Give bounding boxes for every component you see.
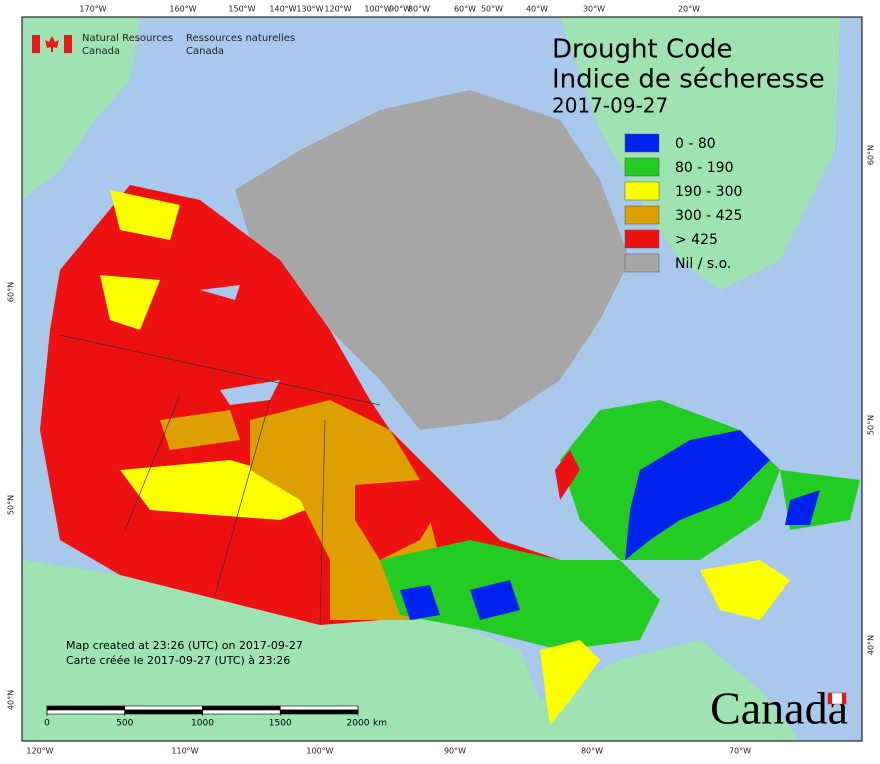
graticule-label: 40°N (7, 690, 16, 710)
graticule-label: 70°W (729, 747, 751, 756)
org-text: Natural Resources (82, 33, 173, 44)
drought-yellow-east (540, 560, 790, 725)
scale-segment (124, 709, 203, 715)
scale-segment (124, 705, 203, 711)
boundary-line (124, 394, 326, 626)
org-text: Canada (82, 46, 120, 57)
org-text: Canada (186, 46, 224, 57)
scale-label: 1000 (191, 719, 214, 729)
legend: 0 - 80 80 - 190 190 - 300 300 - 425 > 425 Nil… (624, 133, 742, 273)
scale-bar: 0 500 1000 1500 2000 km (44, 705, 387, 729)
scale-label: 500 (116, 719, 133, 729)
date: 2017-09-27 (552, 94, 668, 118)
credit: Map created at 23:26 (UTC) on 2017-09-27 (66, 639, 303, 652)
graticule-label: 110°W (171, 747, 198, 756)
credit: Carte créée le 2017-09-27 (UTC) à 23:26 (66, 654, 290, 667)
wordmark-flag (842, 693, 846, 704)
greenland (560, 17, 840, 290)
drought-blue (400, 430, 820, 620)
graticule-label: 100°W (364, 5, 391, 14)
graticule-label: 40°N (867, 635, 876, 655)
boundary-line (59, 334, 381, 406)
scale-label: 1500 (269, 719, 292, 729)
legend-label: 190 - 300 (675, 184, 742, 200)
scale-segment (46, 709, 126, 715)
scale-segment (279, 705, 359, 711)
drought-orange (160, 400, 440, 620)
graticule-label: 60°W (454, 5, 476, 14)
maple-leaf (45, 36, 59, 52)
graticule-label: 60°N (7, 282, 16, 302)
graticule-label: 90°W (389, 5, 411, 14)
scale-segment (46, 705, 126, 711)
header: Natural Resources Canada Ressources natu… (32, 33, 295, 57)
graticule-label: 60°N (867, 145, 876, 165)
graticule-label: 170°W (79, 5, 106, 14)
scale-label: 2000 (347, 719, 370, 729)
graticule-label: 90°W (444, 747, 466, 756)
title: Drought Code (552, 35, 733, 65)
map-border (21, 16, 863, 742)
graticule-label: 50°N (867, 415, 876, 435)
legend-label: 0 - 80 (675, 136, 716, 152)
graticule-label: 130°W (296, 5, 323, 14)
legend-swatch (624, 205, 660, 225)
boundaries (59, 334, 381, 626)
graticule-label: 140°W (269, 5, 296, 14)
title: Indice de sécheresse (552, 65, 825, 95)
drought-red-east (355, 450, 580, 560)
lakes (200, 285, 280, 405)
scale-segment (202, 709, 281, 715)
graticule-label: 20°W (678, 5, 700, 14)
graticule-label: 50°N (7, 495, 16, 515)
graticule-label: 30°W (583, 5, 605, 14)
scale-label: 0 (44, 719, 50, 729)
graticule-label: 100°W (306, 747, 333, 756)
graticule-labels: 170°W 160°W 150°W 140°W 130°W 120°W 100°W90°W8… (7, 5, 876, 756)
graticule-label: 40°W (526, 5, 548, 14)
flag-bar (32, 35, 40, 53)
legend-swatch (624, 157, 660, 177)
alaska-land (22, 17, 140, 200)
usa-land (22, 560, 800, 741)
flag-bar (64, 35, 72, 53)
graticule-label: 80°W (408, 5, 430, 14)
legend-label: 80 - 190 (675, 160, 734, 176)
legend-label: > 425 (675, 232, 718, 248)
map-area (22, 17, 862, 741)
arctic-nil (235, 90, 630, 430)
legend-label: Nil / s.o. (675, 256, 731, 272)
org-text: Ressources naturelles (186, 33, 295, 44)
scale-unit: km (373, 719, 387, 729)
graticule-label: 80°W (581, 747, 603, 756)
wordmark-flag (828, 693, 832, 704)
legend-label: 300 - 425 (675, 208, 742, 224)
legend-swatch (624, 253, 660, 273)
wordmark: Canada (710, 683, 848, 734)
scale-segment (279, 709, 359, 715)
legend-swatch (624, 181, 660, 201)
graticule-label: 120°W (26, 747, 53, 756)
graticule-label: 160°W (169, 5, 196, 14)
legend-swatch (624, 133, 660, 153)
graticule-label: 120°W (324, 5, 351, 14)
graticule-label: 50°W (481, 5, 503, 14)
legend-swatch (624, 229, 660, 249)
scale-segment (202, 705, 281, 711)
graticule-label: 150°W (228, 5, 255, 14)
